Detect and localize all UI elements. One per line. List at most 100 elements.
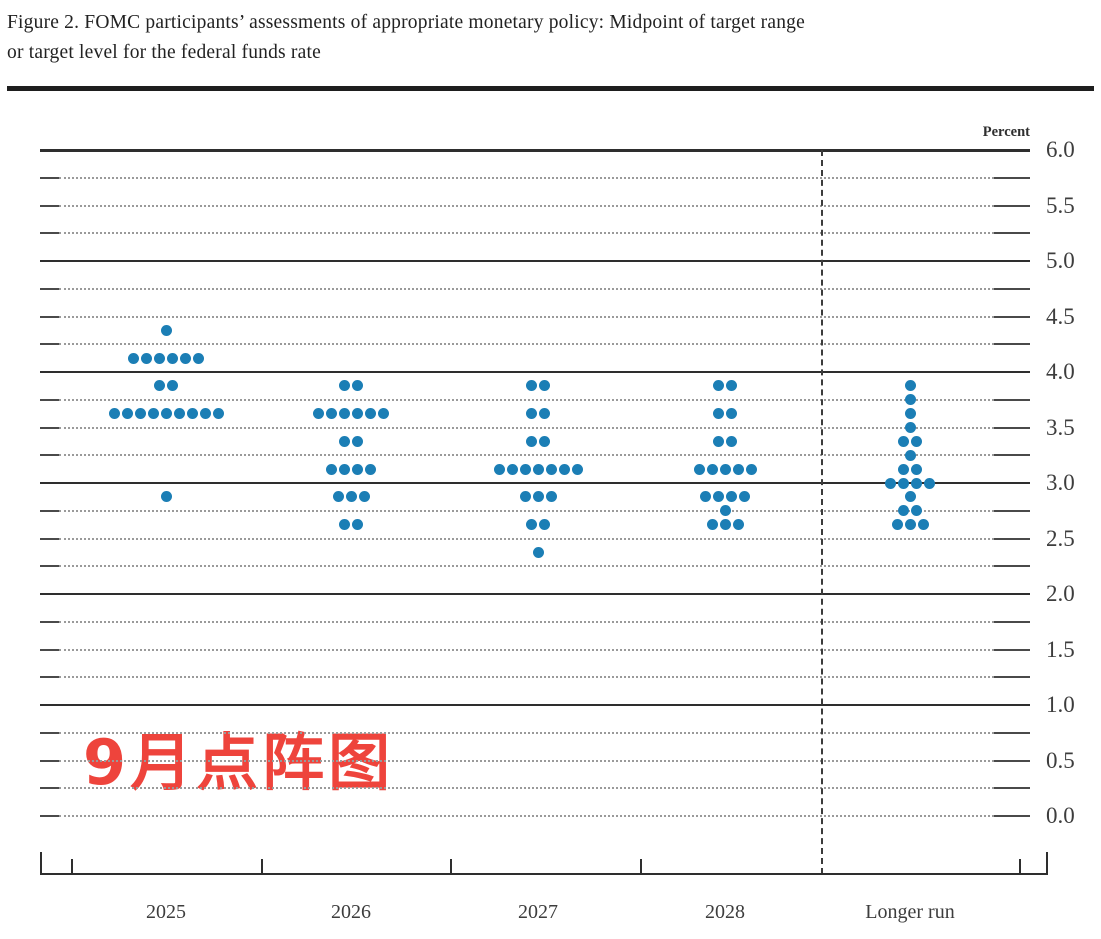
projection-dot (558, 463, 570, 475)
y-tick-left (40, 620, 59, 623)
projection-dot (519, 491, 531, 503)
y-tick-left (40, 315, 59, 318)
y-tick-right (994, 787, 1030, 790)
y-axis-tick-label: 4.5 (1046, 303, 1075, 329)
projection-dot (154, 380, 165, 392)
projection-dot (167, 380, 178, 392)
y-tick-left (40, 648, 59, 651)
projection-dot (339, 519, 350, 531)
projection-dot (173, 408, 185, 420)
y-tick-left (40, 815, 59, 817)
gridline-dotted (59, 287, 994, 290)
gridline-dotted (59, 232, 994, 235)
projection-dot (904, 408, 916, 420)
y-tick-left (40, 287, 59, 290)
projection-dot (706, 463, 718, 475)
x-axis-tick (1019, 859, 1021, 873)
y-tick-left (40, 176, 59, 179)
y-axis-tick-label: 5.0 (1046, 248, 1075, 273)
y-tick-right (994, 815, 1030, 817)
projection-dot (713, 491, 724, 503)
y-tick-left (40, 204, 59, 207)
x-axis-category-label: 2026 (331, 901, 371, 923)
gridline-dotted (59, 426, 994, 429)
projection-dot (526, 380, 537, 392)
y-tick-right (994, 454, 1030, 457)
projection-dot (726, 380, 737, 392)
y-tick-right (994, 648, 1030, 651)
projection-dot (526, 435, 537, 447)
y-tick-left (40, 343, 59, 346)
y-tick-left (40, 537, 59, 540)
projection-dot (339, 435, 350, 447)
gridline-dotted (59, 454, 994, 457)
x-axis-tick (261, 859, 263, 873)
gridline-solid (40, 593, 1030, 595)
x-axis-tick (640, 859, 642, 873)
y-tick-right (994, 759, 1030, 762)
y-tick-left (40, 565, 59, 568)
projection-dot (339, 408, 350, 420)
y-tick-right (994, 176, 1030, 179)
longer-run-divider (821, 150, 823, 874)
figure-title-line1: Figure 2. FOMC participants’ assessments… (7, 12, 805, 33)
projection-dot (904, 422, 916, 433)
y-axis-tick-label: 2.5 (1046, 525, 1075, 551)
projection-dot (732, 519, 744, 531)
projection-dot (719, 505, 731, 517)
y-tick-right (994, 676, 1030, 679)
projection-dot (365, 408, 376, 420)
projection-dot (898, 463, 909, 475)
projection-dot (545, 463, 557, 475)
projection-dot (898, 505, 909, 517)
projection-dot (911, 477, 922, 489)
projection-dot (532, 463, 544, 475)
projection-dot (526, 519, 537, 531)
projection-dot (904, 380, 916, 392)
y-tick-right (994, 620, 1030, 623)
projection-dot (904, 491, 916, 503)
projection-dot (519, 463, 531, 475)
projection-dot (898, 435, 909, 447)
projection-dot (147, 408, 159, 420)
projection-dot (193, 352, 204, 364)
projection-dot (719, 463, 731, 475)
projection-dot (904, 449, 916, 461)
projection-dot (345, 491, 357, 503)
projection-dot (885, 477, 896, 489)
y-tick-right (994, 232, 1030, 235)
projection-dot (713, 380, 724, 392)
figure-title-line2: or target level for the federal funds ra… (7, 42, 321, 63)
x-axis-line (40, 873, 1048, 875)
x-axis-category-label: 2028 (705, 901, 745, 923)
projection-dot (539, 519, 550, 531)
projection-dot (160, 408, 172, 420)
y-tick-right (994, 287, 1030, 290)
projection-dot (571, 463, 583, 475)
y-axis-tick-label: 1.0 (1046, 692, 1075, 717)
y-tick-right (994, 565, 1030, 568)
projection-dot (199, 408, 211, 420)
projection-dot (365, 463, 376, 475)
projection-dot (506, 463, 518, 475)
gridline-solid (40, 149, 1030, 152)
projection-dot (141, 352, 152, 364)
y-tick-left (40, 509, 59, 512)
projection-dot (332, 491, 344, 503)
projection-dot (726, 491, 737, 503)
projection-dot (167, 352, 178, 364)
gridline-dotted (59, 315, 994, 318)
y-axis-tick-label: 5.5 (1046, 192, 1075, 218)
projection-dot (693, 463, 705, 475)
y-axis-tick-label: 3.5 (1046, 414, 1075, 440)
y-tick-left (40, 398, 59, 401)
projection-dot (898, 477, 909, 489)
y-tick-left (40, 426, 59, 429)
gridline-dotted (59, 648, 994, 651)
projection-dot (545, 491, 557, 503)
y-tick-right (994, 204, 1030, 207)
gridline-dotted (59, 565, 994, 568)
y-axis-tick-label: 0.0 (1046, 803, 1075, 828)
projection-dot (352, 408, 363, 420)
projection-dot (911, 435, 922, 447)
